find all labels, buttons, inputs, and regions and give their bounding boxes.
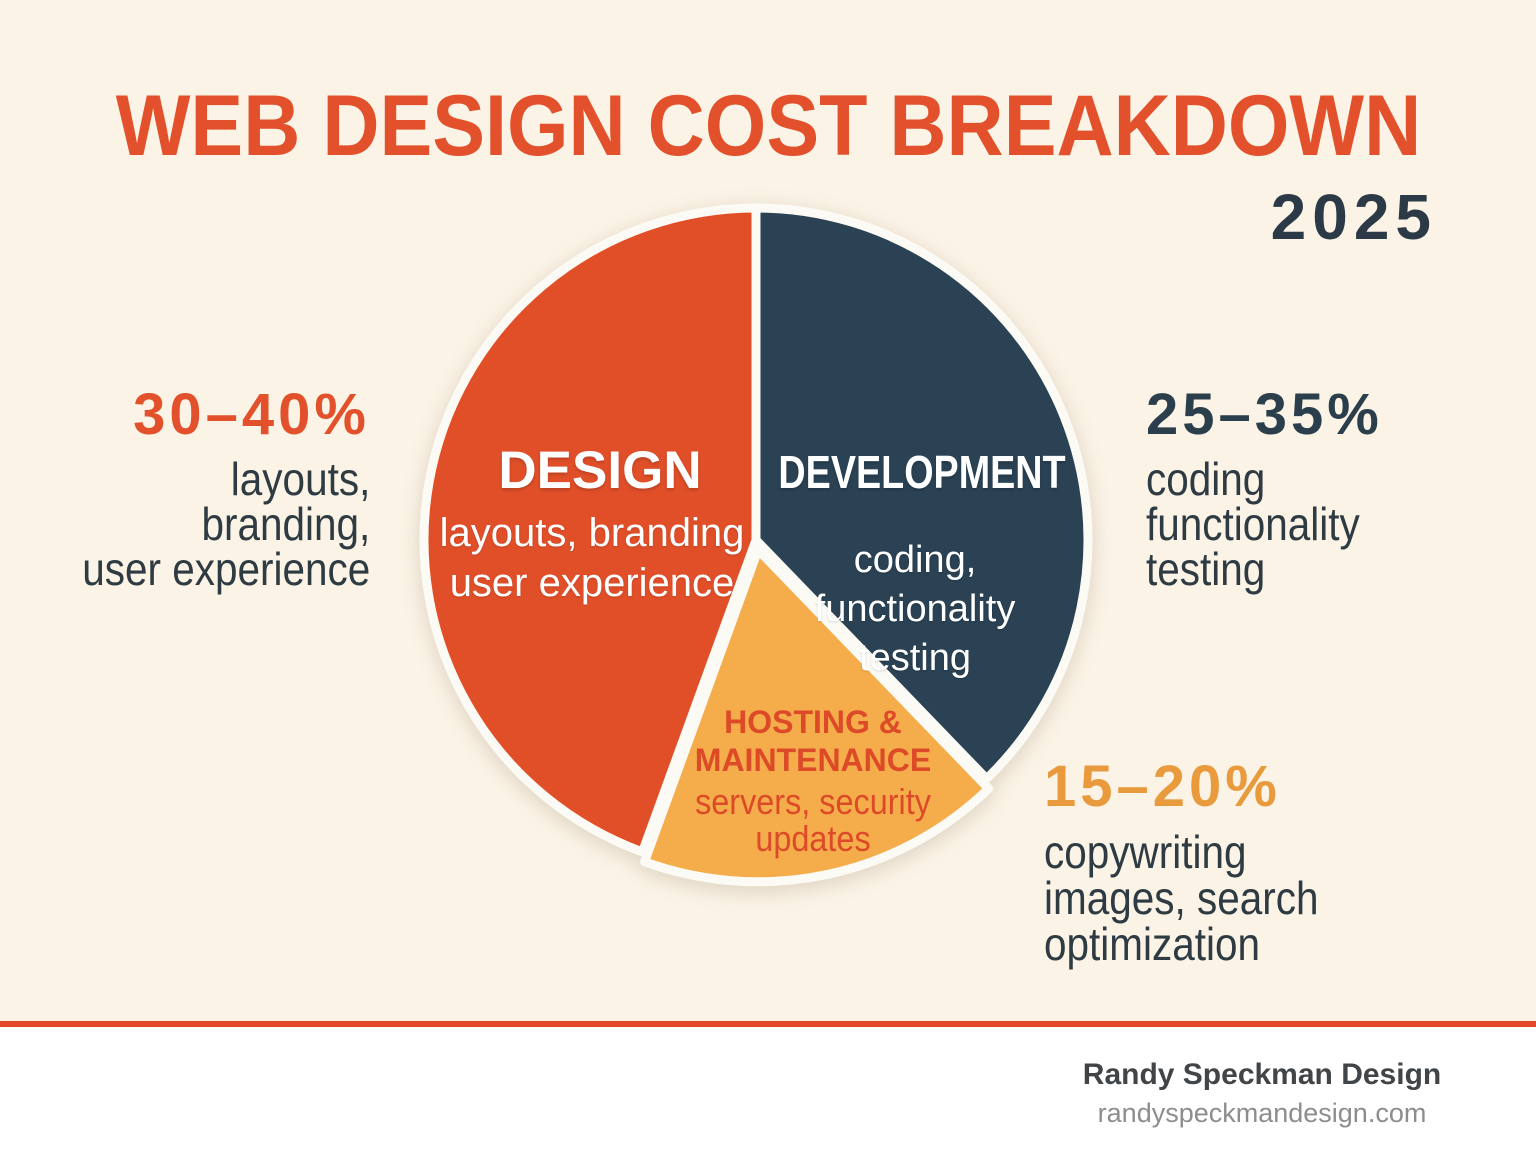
slice-desc-development-line2: functionality (814, 588, 1016, 630)
callout-design-line1: layouts, (230, 453, 370, 505)
callout-development-line3: testing (1146, 543, 1266, 595)
footer-brand-name: Randy Speckman Design (1082, 1058, 1442, 1091)
year-label: 2025 (1270, 181, 1437, 253)
slice-label-hosting: HOSTING & MAINTENANCE (695, 703, 931, 779)
pie-slice-development (751, 203, 1093, 784)
callout-hosting-line2: images, search (1044, 872, 1319, 924)
callout-development-line2: functionality (1146, 498, 1360, 550)
page-title: WEB DESIGN COST BREAKDOWN (0, 83, 1536, 169)
callout-design-percent: 30–40% (133, 382, 370, 447)
slice-label-development: DEVELOPMENT (747, 449, 1097, 495)
slice-desc-design: layouts, branding user experience (440, 508, 745, 608)
slice-desc-design-line2: user experience (449, 561, 735, 605)
pie-slice-hosting_maintenance (640, 545, 994, 887)
callout-development-percent: 25–35% (1146, 382, 1383, 447)
callout-development-line1: coding (1146, 453, 1266, 505)
pie-slice-design (419, 203, 761, 857)
callout-hosting-percent: 15–20% (1044, 754, 1281, 819)
callout-design-lines: layouts, branding, user experience (81, 453, 370, 595)
slice-desc-hosting-line1: servers, security (695, 781, 931, 822)
slice-label-hosting-line2: MAINTENANCE (694, 742, 932, 778)
footer-text-block: Randy Speckman Design randyspeckmandesig… (1083, 1058, 1441, 1128)
slice-desc-hosting: servers, security updates (682, 783, 944, 857)
callout-design: 30–40% layouts, branding, user experienc… (43, 382, 370, 595)
callout-hosting-line3: optimization (1044, 918, 1260, 970)
slice-desc-design-line1: layouts, branding (439, 511, 745, 555)
slice-label-development-text: DEVELOPMENT (778, 446, 1066, 498)
callout-hosting-line1: copywriting (1044, 826, 1247, 878)
page-title-text: WEB DESIGN COST BREAKDOWN (115, 78, 1421, 174)
slice-desc-development: coding, functionality testing (815, 536, 1016, 683)
slice-desc-development-line1: coding, (853, 539, 977, 581)
callout-development-lines: coding functionality testing (1146, 453, 1360, 595)
callout-hosting: 15–20% copywriting images, search optimi… (1044, 754, 1356, 968)
footer-divider (0, 1021, 1536, 1027)
footer-website: randyspeckmandesign.com (1097, 1098, 1427, 1128)
callout-design-line3: user experience (81, 543, 370, 595)
slice-label-hosting-line1: HOSTING & (724, 704, 902, 740)
slice-desc-hosting-line2: updates (755, 818, 871, 859)
slice-label-design: DESIGN (498, 441, 702, 500)
callout-development: 25–35% coding functionality testing (1146, 382, 1389, 595)
slice-desc-development-line3: testing (859, 637, 971, 679)
footer: Randy Speckman Design randyspeckmandesig… (0, 1027, 1536, 1154)
callout-design-line2: branding, (201, 498, 370, 550)
callout-hosting-lines: copywriting images, search optimization (1044, 829, 1318, 967)
slice-desc-hosting-lines: servers, security updates (695, 783, 931, 857)
